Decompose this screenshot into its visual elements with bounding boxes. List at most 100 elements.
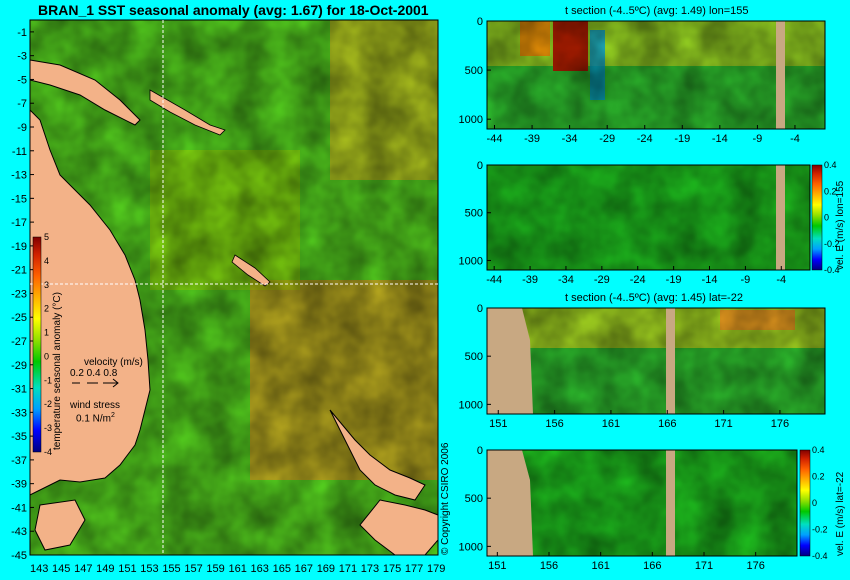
map-colorbar-tick-label: 4 <box>44 256 49 266</box>
section4-colorbar-label: vel. E (m/s) lat=-22 <box>835 471 846 556</box>
section-y-tick-label: 1000 <box>459 399 483 411</box>
map-x-tick-label: 157 <box>184 563 202 575</box>
section2-land-gap <box>776 165 785 270</box>
map-y-tick-label: -17 <box>11 217 27 229</box>
map-y-tick-label: -33 <box>11 407 27 419</box>
section-y-tick-label: 1000 <box>459 114 483 126</box>
section-x-tick-label: -4 <box>776 274 786 286</box>
section-colorbar-tick-label: -0.4 <box>812 551 828 561</box>
map-y-tick-label: -3 <box>17 51 27 63</box>
map-colorbar-tick-label: 5 <box>44 232 49 242</box>
section1-frame <box>486 20 826 130</box>
map-y-tick-label: -31 <box>11 384 27 396</box>
map-y-tick-label: -13 <box>11 170 27 182</box>
section-x-tick-label: 161 <box>591 560 609 572</box>
section-x-tick-label: -29 <box>599 133 615 145</box>
map-y-tick-label: -37 <box>11 455 27 467</box>
section-x-tick-label: -39 <box>522 274 538 286</box>
section-x-tick-label: -29 <box>594 274 610 286</box>
map-y-tick-label: -9 <box>17 122 27 134</box>
section-x-tick-label: 171 <box>714 418 732 430</box>
section-colorbar-tick-label: 0.2 <box>812 472 825 482</box>
wind-stress-number: 0.1 N/m <box>76 413 112 425</box>
map-x-tick-label: 159 <box>206 563 224 575</box>
solomon-islands <box>149 89 226 136</box>
map-colorbar-tick-label: 2 <box>44 304 49 314</box>
wind-stress-exponent: 2 <box>111 412 115 419</box>
section4-noise <box>487 450 797 556</box>
map-x-tick-label: 149 <box>96 563 114 575</box>
section-x-tick-label: -39 <box>524 133 540 145</box>
section4-colorbar <box>799 449 811 557</box>
section2-ticks: -44 -39 -34 -29 -24 -19 -14 -9 -4 0 500 1000 0.4 0.2 0… <box>459 160 840 286</box>
section-colorbar-tick-label: -0.4 <box>824 265 840 275</box>
section-y-tick-label: 500 <box>465 493 483 505</box>
section4-ticks: 151 156 161 166 171 176 0 500 1000 0.4 0.2 0 -0.2 -0.… <box>459 445 828 572</box>
map-y-tick-label: -7 <box>17 98 27 110</box>
map-y-tick-label: -21 <box>11 265 27 277</box>
section3-frame <box>486 307 826 415</box>
section2-panel: -44 -39 -34 -29 -24 -19 -14 -9 -4 0 500 1000 0.4 0.2 0… <box>459 160 840 286</box>
section1-noise <box>487 21 825 129</box>
section2-colorbar-label: vel. E (m/s) lon=155 <box>835 180 846 270</box>
section1-title: t section (-4..5ºC) (avg: 1.49) lon=155 <box>565 5 749 17</box>
section-x-tick-label: 176 <box>746 560 764 572</box>
section4-land <box>487 450 533 556</box>
map-y-tick-label: -29 <box>11 360 27 372</box>
map-y-tick-label: -35 <box>11 431 27 443</box>
section-x-tick-label: 166 <box>658 418 676 430</box>
map-y-tick-label: -5 <box>17 74 27 86</box>
map-y-tick-label: -43 <box>11 526 27 538</box>
new-zealand-south <box>359 499 439 556</box>
new-zealand-north <box>329 409 426 501</box>
map-y-tick-label: -19 <box>11 241 27 253</box>
section3-ticks: 151 156 161 166 171 176 0 500 1000 <box>459 303 790 430</box>
section1-panel: -44 -39 -34 -29 -24 -19 -14 -9 -4 0 500 1000 <box>459 16 826 145</box>
map-colorbar-tick-label: 1 <box>44 328 49 338</box>
section-x-tick-label: -44 <box>486 274 502 286</box>
section1-ticks: -44 -39 -34 -29 -24 -19 -14 -9 -4 0 500 1000 <box>459 16 800 145</box>
section4-panel: 151 156 161 166 171 176 0 500 1000 0.4 0.2 0 -0.2 -0.… <box>459 445 828 572</box>
section-x-tick-label: 156 <box>545 418 563 430</box>
copyright-label: © Copyright CSIRO 2006 <box>440 442 451 555</box>
section-x-tick-label: 151 <box>489 418 507 430</box>
map-y-tick-label: -25 <box>11 312 27 324</box>
section-x-tick-label: 161 <box>602 418 620 430</box>
section-x-tick-label: -14 <box>712 133 728 145</box>
section-x-tick-label: -14 <box>702 274 718 286</box>
map-colorbar-tick-label: -4 <box>44 447 52 457</box>
section-y-tick-label: 500 <box>465 351 483 363</box>
map-colorbar-tick-label: -2 <box>44 399 52 409</box>
wind-stress-label: wind stress <box>70 400 121 411</box>
section-y-tick-label: 0 <box>477 303 483 315</box>
map-x-tick-label: 165 <box>273 563 291 575</box>
section-x-tick-label: 156 <box>540 560 558 572</box>
map-colorbar-ticks: 5 4 3 2 1 0 -1 -2 -3 -4 <box>44 232 52 457</box>
map-x-tick-label: 173 <box>361 563 379 575</box>
map-panel: 143 145 147 149 151 153 155 157 159 161 163 165 167 1… <box>11 19 445 575</box>
section-x-tick-label: -9 <box>753 133 763 145</box>
tasmania-landmass <box>34 499 86 551</box>
section-x-tick-label: -24 <box>630 274 646 286</box>
map-ticks: 143 145 147 149 151 153 155 157 159 161 163 165 167 1… <box>11 27 445 575</box>
wind-stress-value: 0.1 N/m2 <box>76 412 115 424</box>
section-y-tick-label: 1000 <box>459 255 483 267</box>
map-x-tick-label: 175 <box>383 563 401 575</box>
map-x-tick-label: 147 <box>74 563 92 575</box>
velocity-label: velocity (m/s) <box>84 357 143 368</box>
new-guinea-landmass <box>29 59 141 126</box>
map-x-tick-label: 155 <box>162 563 180 575</box>
map-title: BRAN_1 SST seasonal anomaly (avg: 1.67) … <box>38 2 429 18</box>
map-x-tick-label: 179 <box>427 563 445 575</box>
map-y-tick-label: -41 <box>11 502 27 514</box>
section-y-tick-label: 1000 <box>459 541 483 553</box>
map-x-tick-label: 161 <box>228 563 246 575</box>
map-colorbar-tick-label: -3 <box>44 423 52 433</box>
section4-land-gap <box>666 450 675 556</box>
map-x-tick-label: 177 <box>405 563 423 575</box>
section-y-tick-label: 500 <box>465 65 483 77</box>
map-y-tick-label: -11 <box>12 146 27 158</box>
velocity-values: 0.2 0.4 0.8 <box>70 368 118 379</box>
map-y-tick-label: -39 <box>11 479 27 491</box>
map-x-tick-label: 153 <box>140 563 158 575</box>
